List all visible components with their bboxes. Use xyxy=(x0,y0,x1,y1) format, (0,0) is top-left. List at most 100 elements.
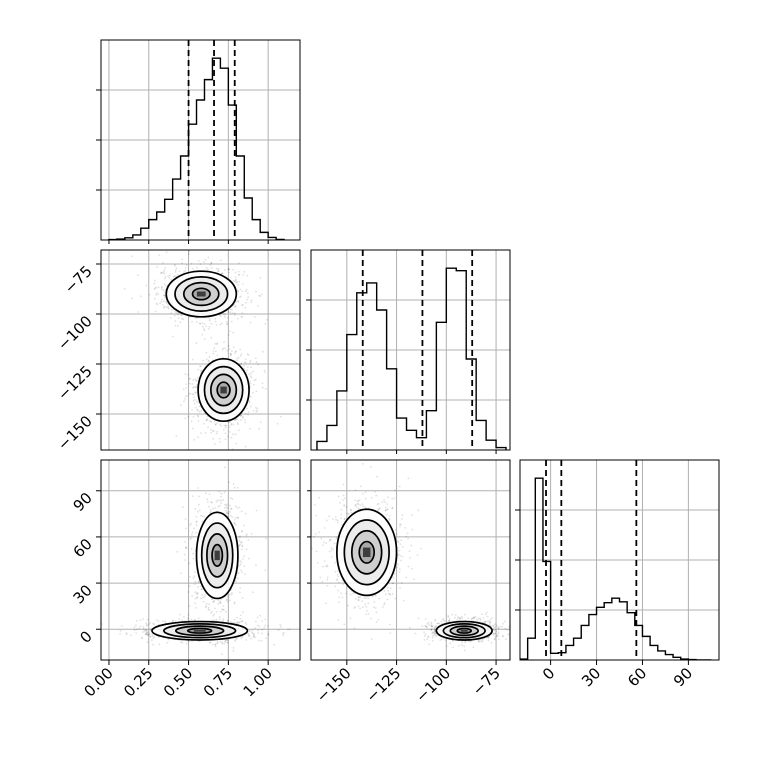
sample-point xyxy=(217,602,220,605)
joint-panel-1 xyxy=(100,459,301,661)
sample-point xyxy=(325,542,328,545)
sample-point xyxy=(200,432,202,434)
sample-point xyxy=(265,537,268,540)
sample-point xyxy=(191,393,194,396)
sample-point xyxy=(241,303,244,306)
sample-point xyxy=(235,637,238,640)
sample-point xyxy=(145,633,147,635)
sample-point xyxy=(178,618,181,620)
sample-point xyxy=(220,598,222,601)
sample-point xyxy=(135,619,138,622)
sample-point xyxy=(213,420,216,423)
sample-point xyxy=(146,624,149,627)
sample-point xyxy=(174,311,177,313)
sample-point xyxy=(364,491,367,494)
sample-point xyxy=(234,271,237,274)
sample-point xyxy=(176,325,179,327)
sample-point xyxy=(226,594,229,597)
sample-point xyxy=(164,275,167,278)
sample-point xyxy=(199,597,202,600)
sample-point xyxy=(245,533,248,536)
sample-point xyxy=(222,618,225,621)
sample-point xyxy=(259,295,262,297)
sample-point xyxy=(347,604,349,607)
sample-point xyxy=(230,353,233,356)
sample-point xyxy=(227,619,229,622)
sample-point xyxy=(200,514,202,517)
sample-point xyxy=(233,314,236,316)
histogram-panel-1 xyxy=(306,249,511,451)
histogram-series-2 xyxy=(520,477,712,660)
sample-point xyxy=(212,507,215,510)
sample-point xyxy=(473,616,475,619)
sample-point xyxy=(191,358,194,361)
sample-point xyxy=(245,623,248,626)
sample-point xyxy=(201,588,203,591)
sample-point xyxy=(349,617,352,620)
sample-point xyxy=(194,597,197,600)
sample-point xyxy=(192,416,195,418)
sample-point xyxy=(179,572,182,575)
sample-point xyxy=(243,367,246,370)
sample-point xyxy=(191,640,193,643)
sample-point xyxy=(210,510,212,513)
sample-point xyxy=(239,288,242,291)
sample-point xyxy=(340,517,342,520)
sample-point xyxy=(235,442,238,445)
sample-point xyxy=(135,632,138,634)
histogram-panel-2 xyxy=(515,459,720,661)
sample-point xyxy=(202,596,204,599)
sample-point xyxy=(119,633,121,635)
sample-point xyxy=(245,288,248,291)
sample-point xyxy=(219,602,222,605)
sample-point xyxy=(345,506,348,508)
sample-point xyxy=(228,268,230,271)
sample-point xyxy=(246,298,249,301)
sample-point xyxy=(375,611,378,614)
sample-point xyxy=(404,527,407,529)
sample-point xyxy=(197,592,199,595)
sample-point xyxy=(144,630,147,633)
sample-point xyxy=(235,300,238,303)
sample-point xyxy=(244,445,247,448)
sample-point xyxy=(349,508,352,511)
sample-point xyxy=(167,307,170,310)
sample-point xyxy=(200,369,203,372)
sample-point xyxy=(192,577,195,579)
sample-point xyxy=(174,263,177,266)
sample-point xyxy=(279,623,282,626)
sample-point xyxy=(239,587,242,589)
sample-point xyxy=(203,261,205,263)
sample-point xyxy=(226,641,229,644)
sample-point xyxy=(337,521,339,524)
sample-point xyxy=(250,366,252,369)
sample-point xyxy=(370,617,372,620)
density-peak xyxy=(196,291,206,297)
sample-point xyxy=(277,629,280,631)
sample-point xyxy=(220,492,223,495)
sample-point xyxy=(255,564,257,566)
sample-point xyxy=(444,620,446,622)
sample-point xyxy=(252,409,255,412)
sample-point xyxy=(153,297,156,300)
sample-point xyxy=(236,423,239,426)
sample-point xyxy=(185,547,188,550)
sample-point xyxy=(241,545,244,548)
sample-point xyxy=(397,541,400,544)
sample-point xyxy=(192,557,195,560)
sample-point xyxy=(239,414,242,417)
sample-point xyxy=(213,613,216,616)
sample-point xyxy=(221,322,223,325)
contour-line-0-3 xyxy=(165,270,238,318)
sample-point xyxy=(233,519,236,521)
sample-point xyxy=(208,325,211,328)
histogram-series-0 xyxy=(108,57,285,240)
sample-point xyxy=(384,501,386,504)
sample-point xyxy=(219,600,222,603)
sample-point xyxy=(196,414,199,417)
sample-point xyxy=(384,506,387,509)
sample-point xyxy=(134,624,137,627)
sample-point xyxy=(235,278,237,281)
sample-point xyxy=(248,401,251,404)
sample-point xyxy=(391,593,394,595)
